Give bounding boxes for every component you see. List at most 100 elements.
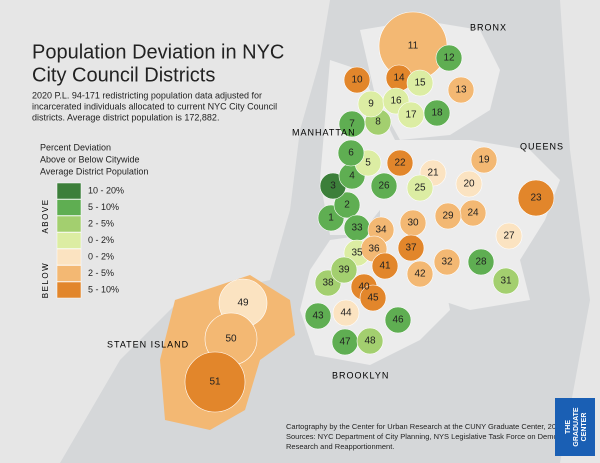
district-label: 12 [443,53,455,64]
legend-heading: Above or Below Citywide [40,154,140,164]
legend-swatch [56,215,82,233]
district-label: 13 [455,85,467,96]
district-label: 18 [431,108,443,119]
district [470,146,498,174]
district-label: 29 [442,211,454,222]
district-label: 24 [467,208,479,219]
district [517,179,555,217]
district-label: 35 [351,248,363,259]
district-label: 36 [368,244,380,255]
credits: Research and Reapportionment. [286,442,394,451]
credits: Sources: NYC Department of City Planning… [286,432,582,441]
legend-heading: Percent Deviation [40,142,111,152]
district-label: 28 [475,257,487,268]
description: incarcerated individuals allocated to cu… [32,101,277,111]
district [455,170,483,198]
logo-text: THE [565,420,572,434]
legend-below: BELOW [41,262,50,298]
district-label: 21 [427,168,439,179]
district-label: 50 [225,334,237,345]
district [184,351,246,413]
district-label: 51 [209,377,221,388]
district [406,174,434,202]
legend-swatch [56,248,82,266]
district-label: 20 [463,179,475,190]
district [384,306,412,334]
district-label: 2 [344,200,350,211]
district-label: 23 [530,193,542,204]
borough-label: QUEENS [520,141,564,151]
district [447,76,475,104]
district-label: 7 [349,119,355,130]
district-label: 31 [500,276,512,287]
description: districts. Average district population i… [32,112,219,122]
district-label: 25 [414,183,426,194]
district-label: 34 [375,225,387,236]
legend-swatch [56,182,82,200]
district [435,44,463,72]
district [359,284,387,312]
district-label: 39 [338,265,350,276]
district [332,299,360,327]
district [370,172,398,200]
legend-label: 2 - 5% [88,268,114,278]
legend-swatch [56,265,82,282]
district-label: 26 [378,181,390,192]
district-label: 48 [364,336,376,347]
district [434,202,462,230]
district [492,267,520,295]
district-label: 37 [405,243,417,254]
district-label: 42 [414,269,426,280]
legend-label: 0 - 2% [88,251,114,261]
borough-label: BRONX [470,22,507,32]
district [433,248,461,276]
legend-label: 0 - 2% [88,235,114,245]
borough-label: BROOKLYN [332,370,389,380]
district-label: 44 [340,308,352,319]
district-label: 4 [349,171,355,182]
legend-above: ABOVE [41,198,50,233]
long-island [560,0,600,463]
district-label: 16 [390,96,402,107]
legend-label: 2 - 5% [88,218,114,228]
description: 2020 P.L. 94-171 redistricting populatio… [32,90,262,100]
district-label: 47 [339,337,351,348]
title-line: City Council Districts [32,64,215,86]
logo-text: GRADUATE [573,407,580,446]
district-label: 22 [394,158,406,169]
district [467,248,495,276]
legend-swatch [56,199,82,216]
district [337,139,365,167]
legend-label: 5 - 10% [88,284,119,294]
district-label: 8 [375,117,381,128]
district-label: 33 [351,223,363,234]
district-label: 17 [405,110,417,121]
district-label: 46 [392,315,404,326]
borough-label: MANHATTAN [292,127,356,137]
district [343,66,371,94]
legend-label: 5 - 10% [88,202,119,212]
district-label: 11 [408,41,419,52]
district-label: 15 [414,78,426,89]
new-jersey [0,0,330,463]
district [423,99,451,127]
district [333,191,361,219]
district-label: 1 [328,213,334,224]
legend-label: 10 - 20% [88,185,124,195]
district-label: 32 [441,257,453,268]
district-label: 19 [478,155,490,166]
district [397,234,425,262]
district-label: 30 [407,218,419,229]
district-label: 45 [367,293,379,304]
credits: Cartography by the Center for Urban Rese… [286,422,566,431]
district-label: 40 [358,282,370,293]
district [371,252,399,280]
district [304,302,332,330]
district [406,260,434,288]
legend-heading: Average District Population [40,166,148,176]
district-label: 9 [368,99,374,110]
legend-swatch [56,281,82,299]
district-label: 38 [322,278,334,289]
district-label: 14 [393,73,405,84]
